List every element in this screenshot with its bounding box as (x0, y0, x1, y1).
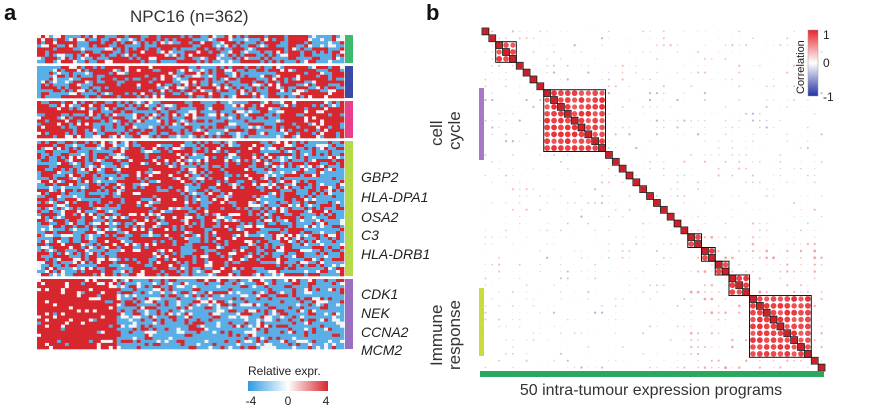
colorbar-tick-mid: 0 (823, 56, 830, 70)
gene-label-mcm2: MCM2 (361, 342, 402, 358)
gene-label-osa2: OSA2 (361, 209, 399, 225)
colorbar-gradient (807, 29, 819, 97)
legend-title: Relative expr. (248, 364, 321, 378)
legend-gradient (248, 381, 328, 391)
module-label-immune-response: Immune response (427, 288, 484, 370)
cluster-bar-5 (345, 279, 353, 349)
module-label-cell-cycle: cell cycle (427, 88, 484, 160)
cell-cycle-bar (479, 88, 484, 160)
cell-cycle-line-2: cycle (445, 111, 464, 150)
correlation-colorbar: 1 0 -1 Correlation (795, 28, 834, 104)
gene-label-ccna2: CCNA2 (361, 324, 409, 340)
cluster-bar-3 (345, 101, 353, 138)
cluster-bar-2 (345, 66, 353, 98)
cluster-bar-4 (345, 141, 353, 276)
immune-response-bar (479, 288, 484, 356)
colorbar-tick-high: 1 (823, 28, 830, 42)
colorbar-tick-low: -1 (823, 90, 834, 104)
programs-axis-label: 50 intra-tumour expression programs (520, 382, 782, 399)
colorbar-title: Correlation (795, 40, 807, 94)
expression-legend: Relative expr. -4 0 4 (246, 364, 330, 408)
panel-a-title: NPC16 (n=362) (130, 7, 249, 26)
legend-tick-mid: 0 (285, 394, 292, 408)
legend-tick-low: -4 (246, 394, 257, 408)
cluster-color-bars (345, 35, 353, 349)
panel-a-letter: a (4, 0, 17, 25)
gene-label-c3: C3 (361, 227, 379, 243)
cell-cycle-line-1: cell (427, 120, 446, 146)
legend-tick-high: 4 (323, 394, 330, 408)
panel-b-letter: b (426, 0, 439, 25)
gene-label-hla-dpa1: HLA-DPA1 (361, 189, 428, 205)
gene-label-gbp2: GBP2 (361, 169, 399, 185)
gene-label-hla-drb1: HLA-DRB1 (361, 246, 430, 262)
immune-line-2: response (445, 300, 464, 370)
immune-line-1: Immune (427, 305, 446, 366)
expression-heatmap (37, 35, 345, 350)
gene-labels: GBP2 HLA-DPA1 OSA2 C3 HLA-DRB1 CDK1 NEK … (361, 169, 430, 358)
gene-label-cdk1: CDK1 (361, 286, 398, 302)
correlation-matrix (481, 27, 826, 372)
cluster-bar-1 (345, 35, 353, 63)
gene-label-nek: NEK (361, 305, 390, 321)
programs-axis-bar (480, 371, 824, 377)
